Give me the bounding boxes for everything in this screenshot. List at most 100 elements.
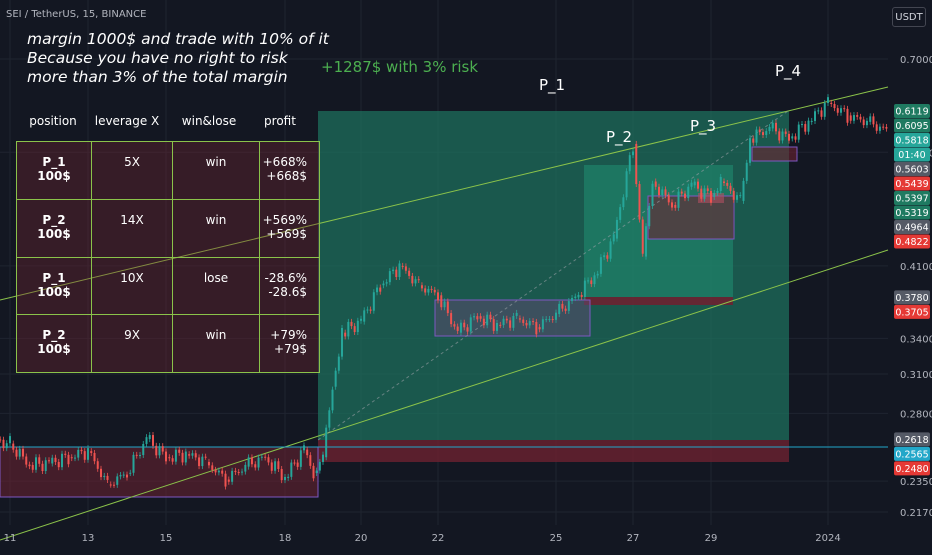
candle-body	[742, 180, 745, 201]
position-cell: P_1 100$	[16, 256, 92, 316]
candle-body	[284, 476, 286, 481]
candle-body	[628, 155, 631, 172]
candle-body	[615, 219, 618, 239]
price-label: 0.5818	[895, 136, 928, 147]
x-tick-label: 25	[550, 533, 563, 544]
candle-body	[645, 226, 647, 257]
profit-pct: +569%	[262, 212, 307, 227]
candle-body	[318, 461, 321, 471]
candle-body	[54, 457, 57, 462]
header-result: win&lose	[181, 114, 237, 128]
y-tick-label: 0.2350	[900, 477, 932, 488]
price-label: 0.4822	[895, 237, 928, 248]
profit-pct: +79%	[270, 328, 307, 343]
candle-body	[518, 318, 521, 320]
point-label-p3: P_3	[689, 117, 717, 135]
candle-body	[74, 457, 76, 459]
candle-body	[564, 308, 567, 311]
candle-body	[577, 294, 580, 298]
profit-cell: +569% +569$	[259, 198, 320, 258]
result-cell: win	[172, 141, 260, 200]
candle-body	[379, 287, 382, 292]
x-tick-label: 13	[82, 533, 95, 544]
candle-body	[385, 282, 388, 284]
price-label: 0.4964	[895, 223, 928, 234]
candle-body	[593, 275, 596, 285]
candle-body	[528, 321, 531, 326]
candle-body	[264, 456, 267, 458]
candle-body	[781, 131, 784, 141]
candle-body	[882, 126, 885, 128]
price-label: 0.5319	[895, 208, 928, 219]
candle-body	[545, 319, 548, 321]
candle-body	[865, 120, 868, 126]
candle-body	[201, 456, 204, 467]
symbol-title[interactable]: SEI / TetherUS, 15, BINANCE	[6, 9, 147, 20]
candle-body	[791, 136, 794, 139]
price-label-bg	[894, 133, 930, 148]
currency-button[interactable]: USDT	[892, 7, 926, 27]
candle-body	[648, 206, 651, 227]
price-label-bg	[894, 234, 930, 249]
candle-body	[625, 171, 628, 198]
candle-body	[194, 453, 197, 458]
candle-body	[280, 469, 283, 481]
candle-body	[752, 138, 755, 143]
candle-body	[555, 312, 557, 320]
price-label-bg	[894, 162, 930, 177]
candle-body	[872, 116, 875, 125]
candle-body	[5, 443, 8, 449]
candle-body	[852, 115, 855, 121]
candle-body	[168, 457, 171, 459]
candle-body	[171, 458, 174, 462]
x-tick-label: 11	[4, 533, 17, 544]
candle-body	[306, 449, 309, 456]
y-tick-label: 0.3100	[900, 370, 932, 381]
candle-body	[315, 470, 318, 474]
candle-body	[35, 457, 37, 470]
header-leverage: leverage X	[94, 114, 160, 128]
candle-body	[810, 120, 813, 122]
candle-body	[788, 133, 790, 141]
candle-body	[51, 457, 54, 464]
candle-body	[404, 266, 407, 271]
candle-body	[739, 195, 742, 197]
candle-body	[859, 116, 862, 120]
note-line-1: margin 1000$ and trade with 10% of it	[27, 30, 329, 48]
candle-body	[466, 327, 469, 332]
candle-body	[293, 462, 296, 464]
candle-body	[90, 451, 93, 453]
candle-body	[862, 119, 865, 126]
candle-body	[651, 183, 654, 207]
candle-body	[486, 314, 489, 326]
price-label: 0.2618	[895, 435, 928, 446]
candle-body	[427, 288, 430, 293]
price-label: 0.5439	[895, 179, 928, 190]
candle-body	[571, 298, 574, 302]
candle-body	[363, 310, 366, 322]
profit-usd: +569$	[266, 226, 307, 241]
candle-body	[804, 124, 807, 132]
candle-body	[538, 327, 541, 330]
candle-body	[247, 457, 250, 467]
note-line-3: more than 3% of the total margin	[27, 68, 288, 86]
candle-body	[856, 115, 859, 117]
profit-pct: -28.6%	[264, 270, 307, 285]
candle-body	[366, 309, 369, 311]
price-label-bg	[894, 446, 930, 461]
candle-body	[430, 288, 433, 290]
candle-body	[158, 446, 161, 456]
candle-body	[139, 455, 141, 457]
candle-body	[234, 470, 237, 473]
candle-body	[762, 132, 764, 135]
trade-table: P_1 100$ 5X win +668% +668$ P_2 100$ 14X wi…	[16, 141, 320, 373]
position-amount: 100$	[37, 284, 71, 299]
candle-body	[693, 181, 696, 186]
leverage-cell: 9X	[91, 314, 173, 373]
candle-body	[736, 195, 738, 200]
candle-body	[41, 463, 44, 472]
candle-body	[596, 273, 599, 276]
loss-zone-p2	[584, 297, 733, 305]
price-labels: 0.6119 0.6095 0.5818 01:40 0.5603 0.5439 0.539…	[894, 104, 930, 476]
